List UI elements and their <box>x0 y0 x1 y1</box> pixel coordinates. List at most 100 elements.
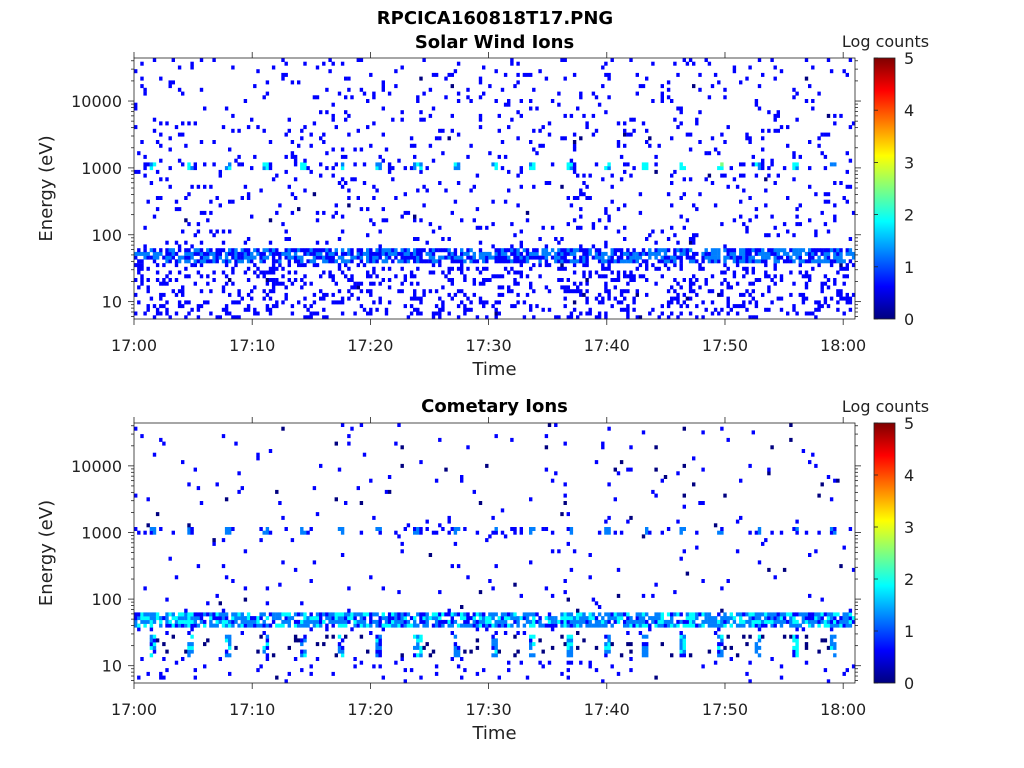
heatmap-cell <box>265 270 270 275</box>
heatmap-cell <box>177 207 182 212</box>
heatmap-cell <box>497 285 501 290</box>
heatmap-cell <box>152 315 157 320</box>
heatmap-cell <box>839 289 843 294</box>
heatmap-cell <box>422 91 426 96</box>
heatmap-cell <box>585 300 589 305</box>
heatmap-cell <box>275 612 279 617</box>
heatmap-cell <box>250 289 254 294</box>
heatmap-cell <box>431 311 436 316</box>
heatmap-cell <box>535 304 539 309</box>
heatmap-cell <box>287 128 291 133</box>
heatmap-cell <box>460 266 464 271</box>
heatmap-cell <box>607 649 611 654</box>
heatmap-cell <box>319 173 323 178</box>
heatmap-cell <box>243 99 248 103</box>
heatmap-cell <box>384 218 389 223</box>
heatmap-cell <box>801 248 806 253</box>
heatmap-cell <box>688 255 693 260</box>
heatmap-cell <box>434 136 439 141</box>
heatmap-cell <box>773 181 777 185</box>
heatmap-cell <box>723 616 727 621</box>
heatmap-cell <box>287 263 291 268</box>
heatmap-cell <box>403 255 407 260</box>
heatmap-cell <box>823 199 828 204</box>
heatmap-cell <box>616 255 621 260</box>
heatmap-cell <box>203 623 207 628</box>
heatmap-cell <box>641 248 646 253</box>
heatmap-cell <box>453 248 458 253</box>
heatmap-cell <box>507 102 511 107</box>
heatmap-cell <box>425 623 429 628</box>
heatmap-cell <box>460 605 464 609</box>
heatmap-cell <box>165 668 169 673</box>
heatmap-cell <box>137 251 141 256</box>
heatmap-cell <box>253 311 257 316</box>
heatmap-cell <box>287 248 291 253</box>
heatmap-cell <box>234 612 238 617</box>
heatmap-cell <box>717 530 721 535</box>
heatmap-cell <box>340 248 345 253</box>
heatmap-cell <box>155 251 160 256</box>
heatmap-cell <box>707 619 712 624</box>
heatmap-cell <box>786 251 790 256</box>
heatmap-cell <box>224 623 229 628</box>
heatmap-cell <box>739 214 743 219</box>
heatmap-cell <box>231 255 235 260</box>
heatmap-cell <box>704 278 708 282</box>
heatmap-cell <box>560 184 564 189</box>
heatmap-cell <box>394 530 398 535</box>
heatmap-cell <box>475 207 480 212</box>
heatmap-cell <box>174 292 179 297</box>
heatmap-cell <box>384 248 389 253</box>
heatmap-cell <box>817 530 821 535</box>
heatmap-cell <box>795 214 799 219</box>
heatmap-cell <box>262 623 266 628</box>
heatmap-cell <box>550 255 555 260</box>
heatmap-cell <box>572 251 577 256</box>
x-tick-label: 17:00 <box>111 700 157 719</box>
heatmap-cell <box>563 304 567 309</box>
heatmap-cell <box>478 623 483 628</box>
heatmap-cell <box>698 285 702 290</box>
heatmap-cell <box>789 292 793 297</box>
heatmap-cell <box>353 619 357 624</box>
heatmap-cell <box>660 612 664 617</box>
heatmap-cell <box>482 623 486 628</box>
heatmap-cell <box>544 263 549 268</box>
heatmap-cell <box>588 660 592 665</box>
heatmap-cell <box>569 203 574 208</box>
heatmap-cell <box>300 162 304 167</box>
heatmap-cell <box>400 612 404 617</box>
heatmap-cell <box>347 132 351 137</box>
heatmap-cell <box>579 616 583 621</box>
heatmap-cell <box>206 259 210 264</box>
heatmap-cell <box>591 244 596 249</box>
heatmap-cell <box>679 263 683 268</box>
heatmap-cell <box>300 623 304 628</box>
heatmap-cell <box>268 251 273 256</box>
heatmap-cell <box>845 623 849 628</box>
heatmap-cell <box>378 619 382 624</box>
heatmap-cell <box>826 278 831 282</box>
heatmap-cell <box>748 679 752 684</box>
heatmap-cell <box>337 91 342 96</box>
heatmap-cell <box>168 147 172 152</box>
heatmap-cell <box>322 255 326 260</box>
heatmap-cell <box>482 304 486 309</box>
heatmap-cell <box>209 184 213 189</box>
heatmap-cell <box>491 162 495 167</box>
heatmap-cell <box>616 274 621 279</box>
heatmap-cell <box>315 251 320 256</box>
heatmap-cell <box>532 248 536 253</box>
heatmap-cell <box>682 251 686 256</box>
heatmap-cell <box>309 579 313 583</box>
heatmap-cell <box>848 251 853 256</box>
heatmap-cell <box>645 612 649 617</box>
heatmap-cell <box>271 281 276 286</box>
heatmap-cell <box>751 259 755 264</box>
heatmap-cell <box>362 619 367 624</box>
heatmap-cell <box>413 162 417 167</box>
heatmap-cell <box>284 72 288 77</box>
heatmap-cell <box>322 248 326 253</box>
heatmap-cell <box>522 612 527 617</box>
